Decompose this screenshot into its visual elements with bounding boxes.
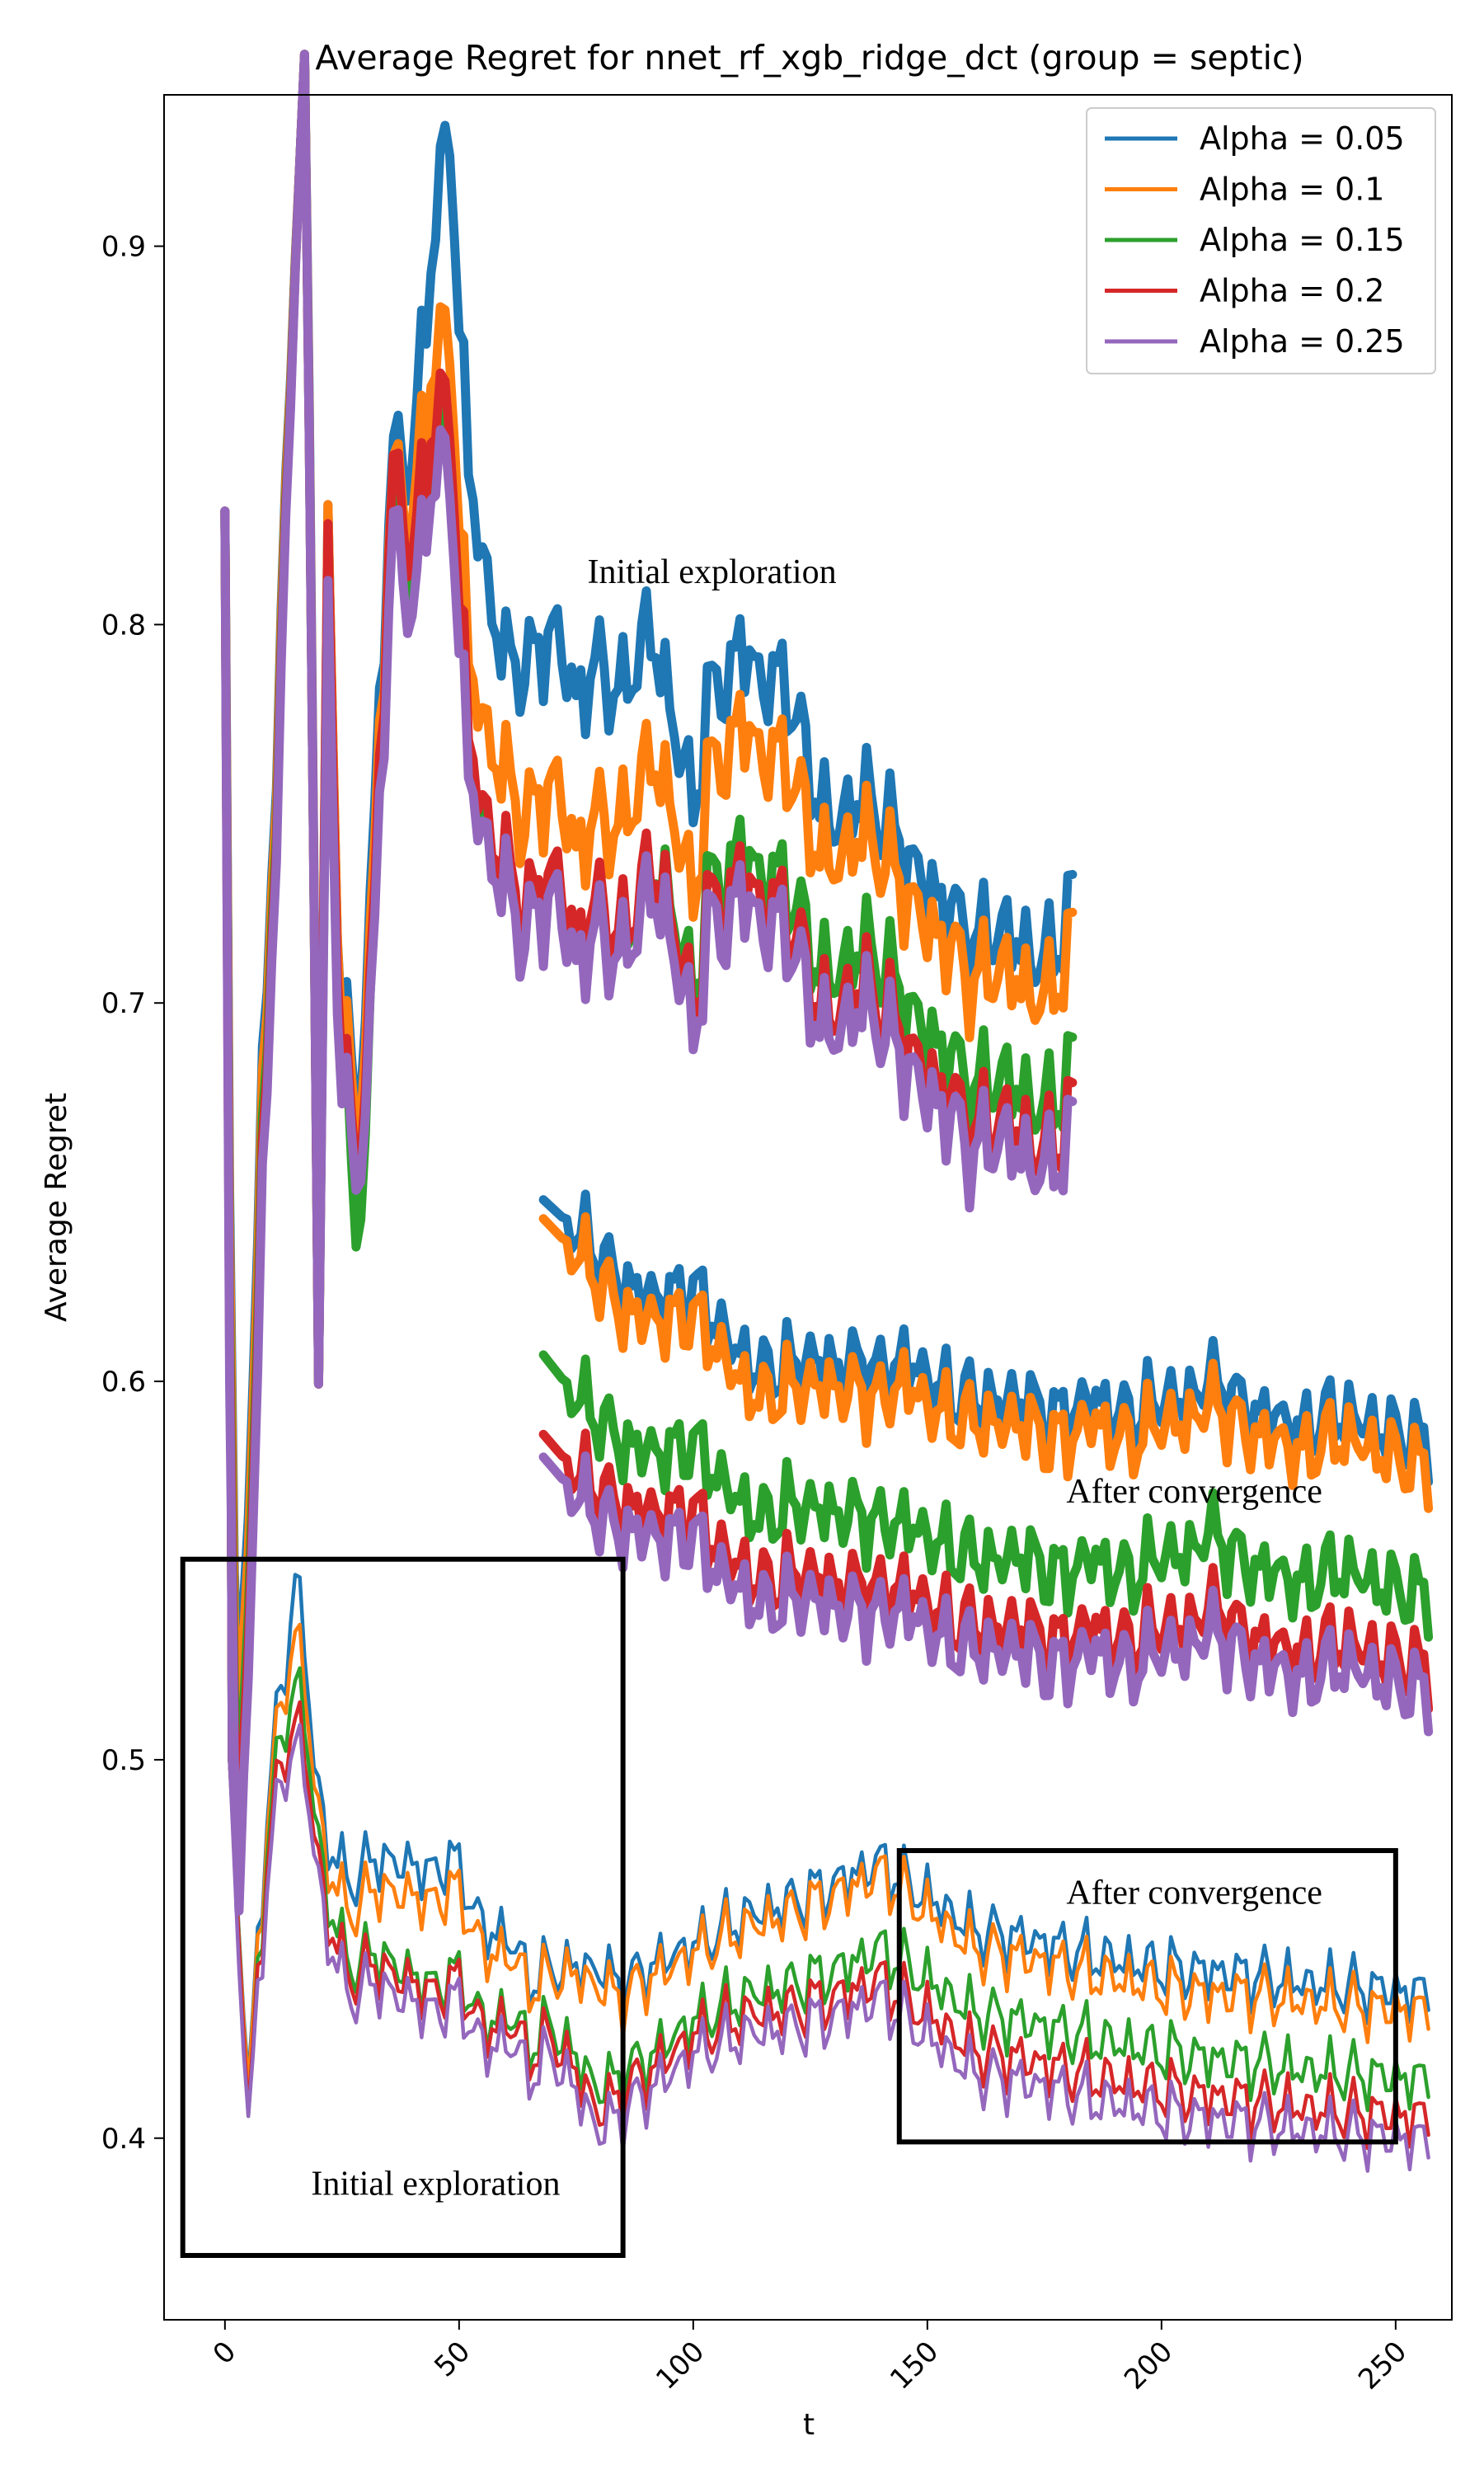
y-tick-label: 0.5 [101,1744,146,1777]
panel-zoom-initial-exploration [220,49,1078,1916]
y-tick-label: 0.8 [101,609,146,642]
annotation-initial-exploration-top: Initial exploration [588,553,837,591]
y-axis: 0.4 0.5 0.6 0.7 0.8 0.9 [101,231,164,2156]
chart-title: Average Regret for nnet_rf_xgb_ridge_dct… [315,38,1303,78]
series-line-alpha-0-25-zoom-initial-exploration [220,49,1078,1916]
legend-label: Alpha = 0.2 [1200,273,1384,309]
annotations: Initial exploration After convergence Afte… [311,553,1322,2204]
panel-full-run [223,509,1430,2173]
legend-label: Alpha = 0.1 [1200,172,1384,208]
panel-zoom-after-convergence [538,1189,1434,1737]
series-line-alpha-0-05-full-run [223,509,1430,2081]
y-tick-label: 0.7 [101,987,146,1020]
y-tick-label: 0.9 [101,231,146,264]
series-line-alpha-0-25-zoom-after-convergence [538,1451,1434,1737]
annotation-after-convergence-lower: After convergence [1066,1874,1322,1912]
highlight-box-convergence [896,1848,1398,2145]
annotation-after-convergence-upper: After convergence [1066,1473,1322,1511]
series-line-alpha-0-1-full-run [223,509,1430,2088]
series-layer [220,49,1434,2173]
legend-box [1086,107,1436,374]
legend-label: Alpha = 0.25 [1200,323,1405,360]
plot-area: Initial exploration After convergence Afte… [163,49,1453,2321]
y-axis-label: Average Regret [40,1093,73,1322]
plot-frame [163,94,1453,2321]
x-axis-label: t [803,2408,815,2442]
legend-label: Alpha = 0.05 [1200,120,1405,157]
y-tick-label: 0.6 [101,1366,146,1399]
legend-label: Alpha = 0.15 [1200,222,1405,258]
series-line-alpha-0-25-full-run [223,509,1430,2173]
series-line-alpha-0-15-zoom-after-convergence [538,1350,1434,1642]
legend: Alpha = 0.05 Alpha = 0.1 Alpha = 0.15 Alpha… [1086,107,1436,374]
series-line-alpha-0-2-full-run [223,509,1430,2151]
annotation-initial-exploration-bottom: Initial exploration [311,2166,560,2204]
highlight-box-initial [180,1556,626,2258]
y-tick-label: 0.4 [101,2123,146,2156]
series-line-alpha-0-1-zoom-after-convergence [538,1212,1434,1513]
highlight-boxes [180,1556,1398,2258]
